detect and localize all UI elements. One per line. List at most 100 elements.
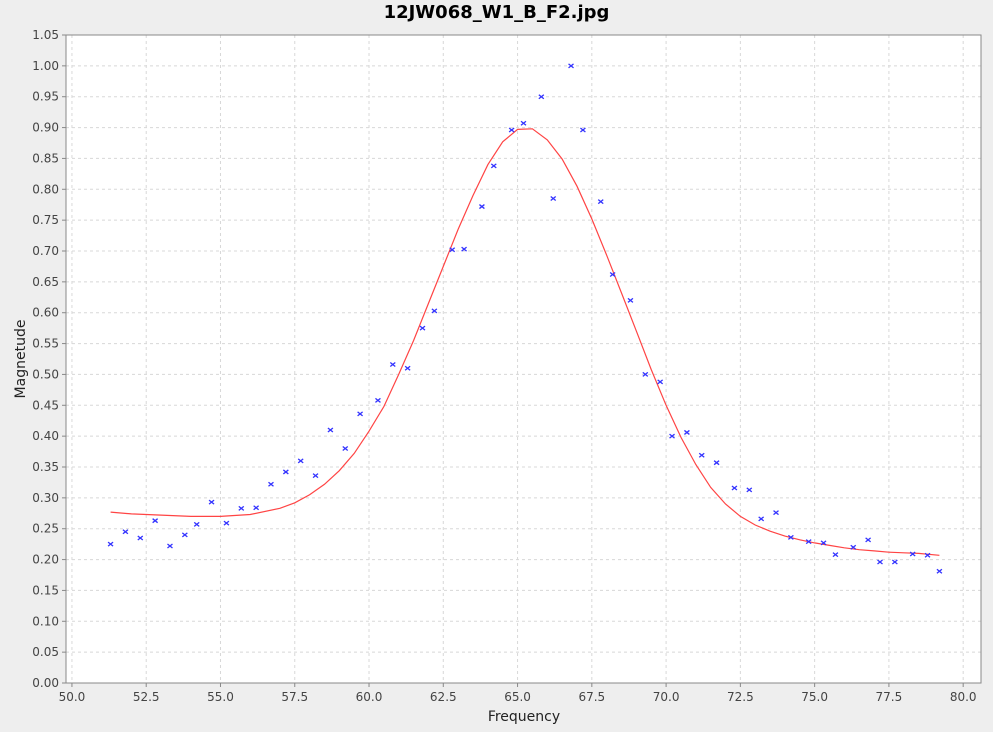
- x-tick-label: 52.5: [133, 690, 160, 704]
- data-point: [597, 199, 604, 205]
- y-tick-label: 0.10: [32, 614, 59, 628]
- y-tick-label: 0.40: [32, 429, 59, 443]
- data-point: [181, 532, 188, 538]
- data-point: [936, 568, 943, 574]
- x-tick-label: 55.0: [207, 690, 234, 704]
- y-tick-label: 0.90: [32, 121, 59, 135]
- y-tick-label: 0.75: [32, 213, 59, 227]
- data-point: [152, 518, 159, 524]
- y-tick-label: 0.45: [32, 398, 59, 412]
- data-point: [312, 473, 319, 479]
- data-point: [282, 469, 289, 475]
- x-tick-label: 72.5: [727, 690, 754, 704]
- data-point: [820, 540, 827, 546]
- data-point: [713, 460, 720, 466]
- x-axis-ticks: 50.0 52.5 55.0 57.5 60.0 62.5 65.0 67.5 70.0 72.5…: [59, 683, 977, 704]
- data-point: [832, 552, 839, 558]
- data-point: [404, 365, 411, 371]
- x-tick-label: 50.0: [59, 690, 86, 704]
- y-tick-label: 0.80: [32, 182, 59, 196]
- data-point: [375, 397, 381, 403]
- data-point: [137, 535, 144, 541]
- data-point: [787, 534, 794, 540]
- grid-lines: [66, 34, 981, 684]
- data-point: [297, 458, 304, 464]
- chart-title: 12JW068_W1_B_F2.jpg: [383, 2, 610, 23]
- data-point: [642, 371, 649, 377]
- data-point: [508, 127, 515, 133]
- data-point: [223, 520, 230, 526]
- data-point: [167, 543, 173, 549]
- y-tick-label: 0.85: [32, 151, 59, 165]
- y-tick-label: 0.30: [32, 491, 59, 505]
- y-tick-label: 0.05: [32, 645, 59, 659]
- data-point: [731, 485, 738, 491]
- data-point: [208, 499, 215, 505]
- plot-area-border: [65, 34, 982, 684]
- y-tick-label: 1.05: [32, 28, 59, 42]
- y-tick-label: 0.50: [32, 367, 59, 381]
- data-point: [238, 505, 245, 511]
- data-point: [520, 120, 527, 126]
- data-point: [431, 308, 438, 314]
- y-tick-label: 0.95: [32, 90, 59, 104]
- data-point: [669, 433, 675, 439]
- data-point: [683, 429, 690, 435]
- data-point: [805, 539, 812, 545]
- data-point: [924, 552, 931, 558]
- data-point: [449, 247, 456, 253]
- y-tick-label: 0.35: [32, 460, 59, 474]
- data-point: [698, 452, 705, 458]
- data-point: [865, 537, 872, 543]
- y-tick-label: 0.60: [32, 306, 59, 320]
- data-point: [419, 325, 426, 331]
- data-point: [609, 271, 616, 277]
- x-tick-label: 57.5: [281, 690, 308, 704]
- data-point: [461, 246, 467, 252]
- y-tick-label: 0.25: [32, 522, 59, 536]
- x-tick-label: 67.5: [578, 690, 605, 704]
- y-tick-label: 0.20: [32, 553, 59, 567]
- y-tick-label: 0.55: [32, 337, 59, 351]
- data-point: [479, 204, 485, 210]
- y-tick-label: 1.00: [32, 59, 59, 73]
- y-tick-label: 0.00: [32, 676, 59, 690]
- data-point: [107, 541, 114, 547]
- data-point: [891, 559, 898, 565]
- y-tick-label: 0.65: [32, 275, 59, 289]
- x-tick-label: 62.5: [430, 690, 457, 704]
- data-point: [580, 127, 586, 133]
- data-point: [850, 544, 857, 550]
- data-points-layer: [107, 63, 943, 574]
- y-tick-label: 0.70: [32, 244, 59, 258]
- x-tick-label: 60.0: [356, 690, 383, 704]
- y-axis-label: Magnetude: [13, 320, 29, 399]
- data-point: [268, 481, 274, 487]
- x-axis-label: Frequency: [488, 709, 560, 725]
- data-point: [389, 362, 396, 368]
- data-point: [122, 529, 129, 535]
- data-point: [490, 163, 497, 169]
- x-tick-label: 80.0: [950, 690, 977, 704]
- data-point: [342, 445, 349, 451]
- data-point: [909, 551, 916, 557]
- data-point: [758, 516, 765, 522]
- data-point: [627, 297, 634, 303]
- data-point: [193, 521, 200, 527]
- data-point: [877, 559, 883, 565]
- data-point: [538, 94, 545, 100]
- data-point: [327, 427, 334, 433]
- x-tick-label: 65.0: [504, 690, 531, 704]
- data-point: [357, 411, 364, 417]
- plot-area-background: [66, 35, 981, 683]
- x-tick-label: 70.0: [653, 690, 680, 704]
- data-point: [746, 487, 753, 493]
- data-point: [568, 63, 574, 69]
- y-axis-ticks: 0.00 0.05 0.10 0.15 0.20 0.25 0.30 0.35 0.40 0.45…: [32, 28, 66, 690]
- x-tick-label: 75.0: [801, 690, 828, 704]
- y-tick-label: 0.15: [32, 583, 59, 597]
- data-point: [253, 505, 260, 511]
- data-point: [773, 510, 779, 516]
